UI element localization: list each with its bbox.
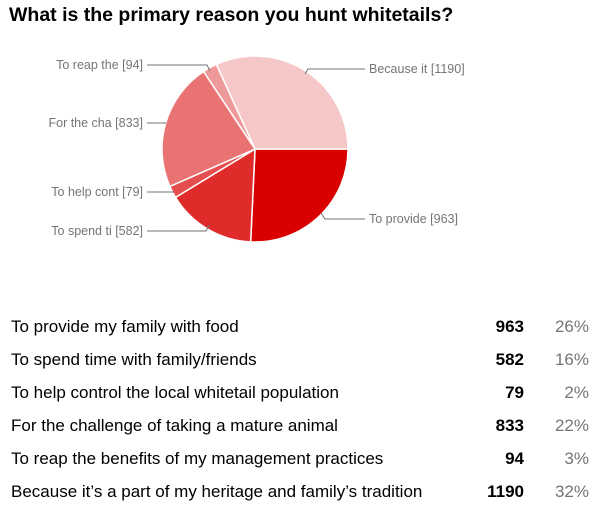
table-row: To help control the local whitetail popu…	[0, 381, 610, 413]
row-label: For the challenge of taking a mature ani…	[11, 416, 338, 435]
callout-reap: To reap the [94]	[56, 58, 143, 72]
row-label: To reap the benefits of my management pr…	[11, 449, 384, 468]
row-percent: 26%	[554, 317, 589, 336]
leader-line-reap	[147, 64, 211, 72]
row-count: 582	[495, 350, 524, 369]
leader-line-provide	[320, 212, 365, 220]
callout-spend: To spend ti [582]	[51, 224, 143, 238]
table-row: Because it’s a part of my heritage and f…	[0, 480, 610, 512]
callout-challenge: For the cha [833]	[48, 116, 143, 130]
row-count: 833	[495, 416, 524, 435]
row-count: 94	[505, 449, 524, 468]
row-percent: 32%	[554, 482, 589, 501]
table-row: To reap the benefits of my management pr…	[0, 447, 610, 479]
row-count: 963	[495, 317, 524, 336]
table-row: To provide my family with food 963 26%	[0, 315, 610, 347]
pie-svg	[147, 55, 365, 243]
row-label: Because it’s a part of my heritage and f…	[11, 482, 423, 501]
row-label: To provide my family with food	[11, 317, 239, 336]
row-percent: 3%	[564, 449, 589, 468]
row-label: To help control the local whitetail popu…	[11, 383, 339, 402]
callout-because: Because it [1190]	[369, 62, 465, 76]
table-row: To spend time with family/friends 582 16…	[0, 348, 610, 380]
leader-line-because	[304, 68, 365, 75]
table-row: For the challenge of taking a mature ani…	[0, 414, 610, 446]
row-percent: 16%	[554, 350, 589, 369]
callout-help: To help cont [79]	[51, 185, 143, 199]
row-percent: 22%	[554, 416, 589, 435]
question-title: What is the primary reason you hunt whit…	[9, 4, 454, 26]
pie-slice	[249, 148, 349, 243]
pie-slice	[215, 55, 349, 150]
row-label: To spend time with family/friends	[11, 350, 257, 369]
row-count: 79	[505, 383, 524, 402]
leader-line-spend	[147, 224, 210, 232]
pie-chart: To reap the [94] For the cha [833] To he…	[0, 40, 610, 280]
row-percent: 2%	[564, 383, 589, 402]
callout-provide: To provide [963]	[369, 212, 458, 226]
row-count: 1190	[487, 482, 524, 501]
